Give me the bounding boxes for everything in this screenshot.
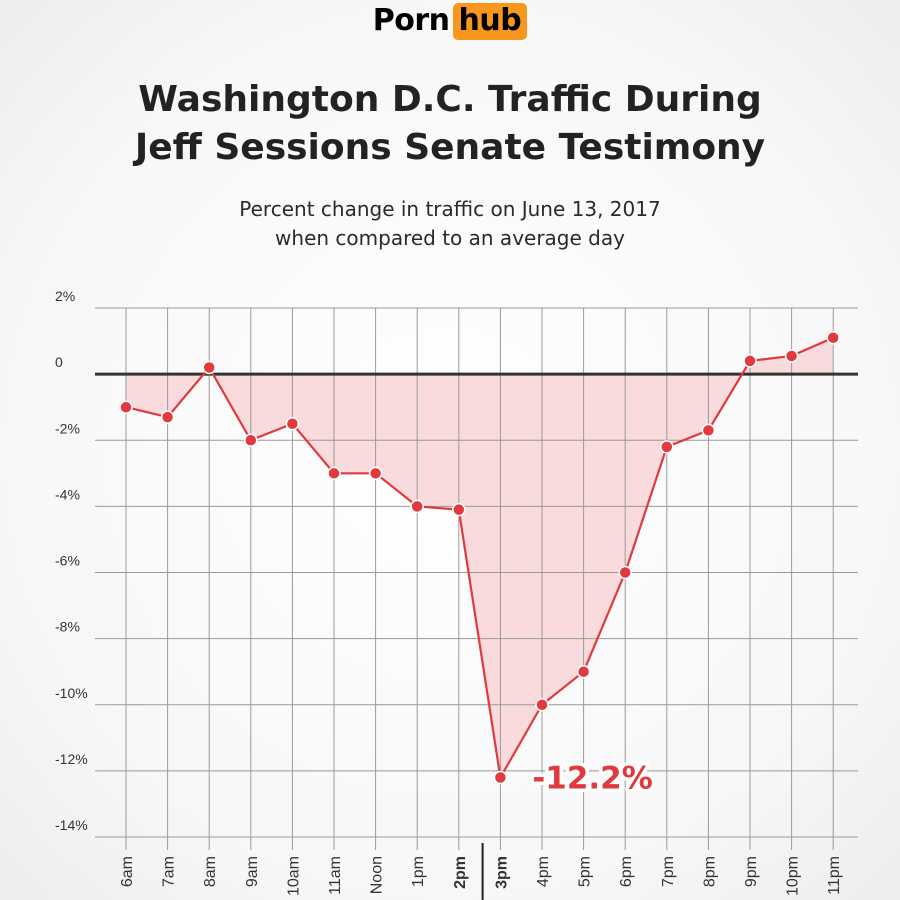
- data-point: [743, 354, 757, 368]
- data-point: [410, 499, 424, 514]
- logo-text-porn: Porn: [372, 3, 450, 38]
- y-tick-label: -6%: [55, 553, 80, 569]
- chart-title-line2: Jeff Sessions Senate Testimony: [134, 127, 766, 168]
- y-tick-label: -14%: [55, 817, 88, 833]
- data-point: [285, 416, 300, 431]
- pornhub-logo: Porn hub: [0, 3, 900, 40]
- logo-text-hub: hub: [452, 3, 528, 40]
- y-tick-label: 0: [55, 354, 63, 370]
- x-tick-label: 9pm: [743, 856, 760, 887]
- chart-subtitle-line2: when compared to an average day: [275, 226, 625, 250]
- y-tick-label: -4%: [55, 486, 80, 502]
- data-point: [452, 502, 466, 517]
- x-tick-label: 8pm: [701, 856, 718, 887]
- x-tick-label: 5pm: [577, 856, 594, 887]
- x-tick-label: Noon: [369, 856, 386, 894]
- data-point: [784, 349, 799, 363]
- x-tick-label: 11pm: [826, 856, 843, 895]
- x-tick-label: 7pm: [660, 856, 677, 887]
- data-point: [160, 410, 175, 424]
- x-tick-label: 11am: [327, 856, 344, 895]
- x-tick-label: 6pm: [618, 856, 635, 887]
- data-point: [660, 440, 674, 454]
- data-point: [368, 466, 383, 481]
- data-point: [202, 360, 216, 375]
- chart-subtitle-line1: Percent change in traffic on June 13, 20…: [239, 197, 661, 221]
- data-point: [119, 400, 133, 414]
- data-point: [535, 698, 549, 712]
- annotation-halo: -12.2%: [532, 760, 652, 796]
- x-tick-label: 10pm: [785, 856, 802, 896]
- series-line: [125, 336, 834, 779]
- data-point: [576, 664, 591, 679]
- x-tick-label: 9am: [244, 856, 261, 887]
- y-tick-label: -8%: [55, 619, 80, 635]
- y-tick-label: -2%: [55, 420, 80, 436]
- x-tick-label: 1pm: [410, 856, 427, 887]
- x-tick-label: 8am: [202, 856, 219, 887]
- x-tick-label: 7am: [161, 856, 178, 887]
- data-point: [244, 433, 258, 447]
- x-tick-label: 6am: [119, 856, 136, 887]
- annotation-label: -12.2%: [532, 760, 652, 796]
- chart-subtitle: Percent change in traffic on June 13, 20…: [0, 195, 900, 253]
- x-tick-label: 4pm: [535, 856, 552, 887]
- x-tick-label: 2pm: [452, 856, 469, 889]
- data-point: [701, 423, 716, 438]
- x-tick-label: 3pm: [493, 856, 510, 889]
- data-point: [493, 770, 508, 785]
- chart-title-line1: Washington D.C. Traffic During: [138, 79, 762, 120]
- chart-title: Washington D.C. Traffic During Jeff Sess…: [0, 76, 900, 172]
- data-point: [826, 331, 840, 345]
- y-tick-label: 2%: [55, 288, 75, 304]
- data-point: [327, 466, 341, 481]
- x-tick-label: 10am: [285, 856, 302, 896]
- y-tick-label: -10%: [55, 685, 88, 701]
- y-tick-label: -12%: [55, 751, 88, 767]
- data-point: [618, 565, 632, 580]
- area-fill: [126, 337, 834, 778]
